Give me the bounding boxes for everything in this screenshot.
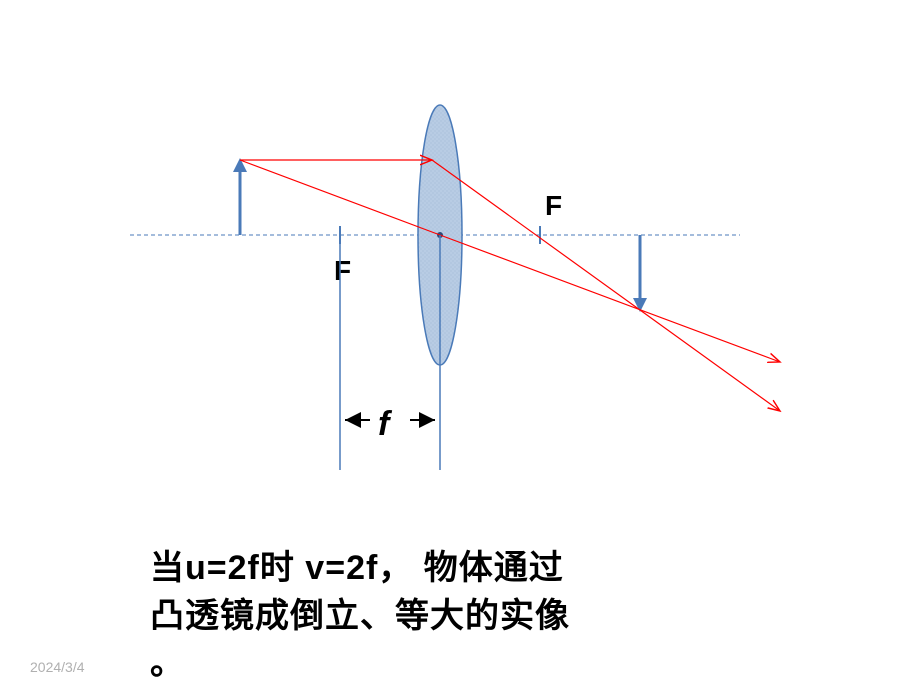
ray-center <box>240 160 780 362</box>
caption-line3: 。 <box>150 640 570 688</box>
date-stamp: 2024/3/4 <box>30 659 85 675</box>
focal-label-right: F <box>545 190 562 221</box>
f-label: f <box>378 405 393 443</box>
ray-parallel <box>240 160 780 411</box>
caption-line1: 当u=2f时 v=2f， 物体通过 <box>150 545 570 593</box>
caption-line2: 凸透镜成倒立、等大的实像 <box>150 593 570 641</box>
lens-diagram: F F f <box>0 0 920 500</box>
focal-label-left: F <box>334 255 351 286</box>
image-arrow <box>633 235 647 312</box>
object-arrow <box>233 158 247 235</box>
caption-text: 当u=2f时 v=2f， 物体通过 凸透镜成倒立、等大的实像 。 <box>150 545 570 688</box>
